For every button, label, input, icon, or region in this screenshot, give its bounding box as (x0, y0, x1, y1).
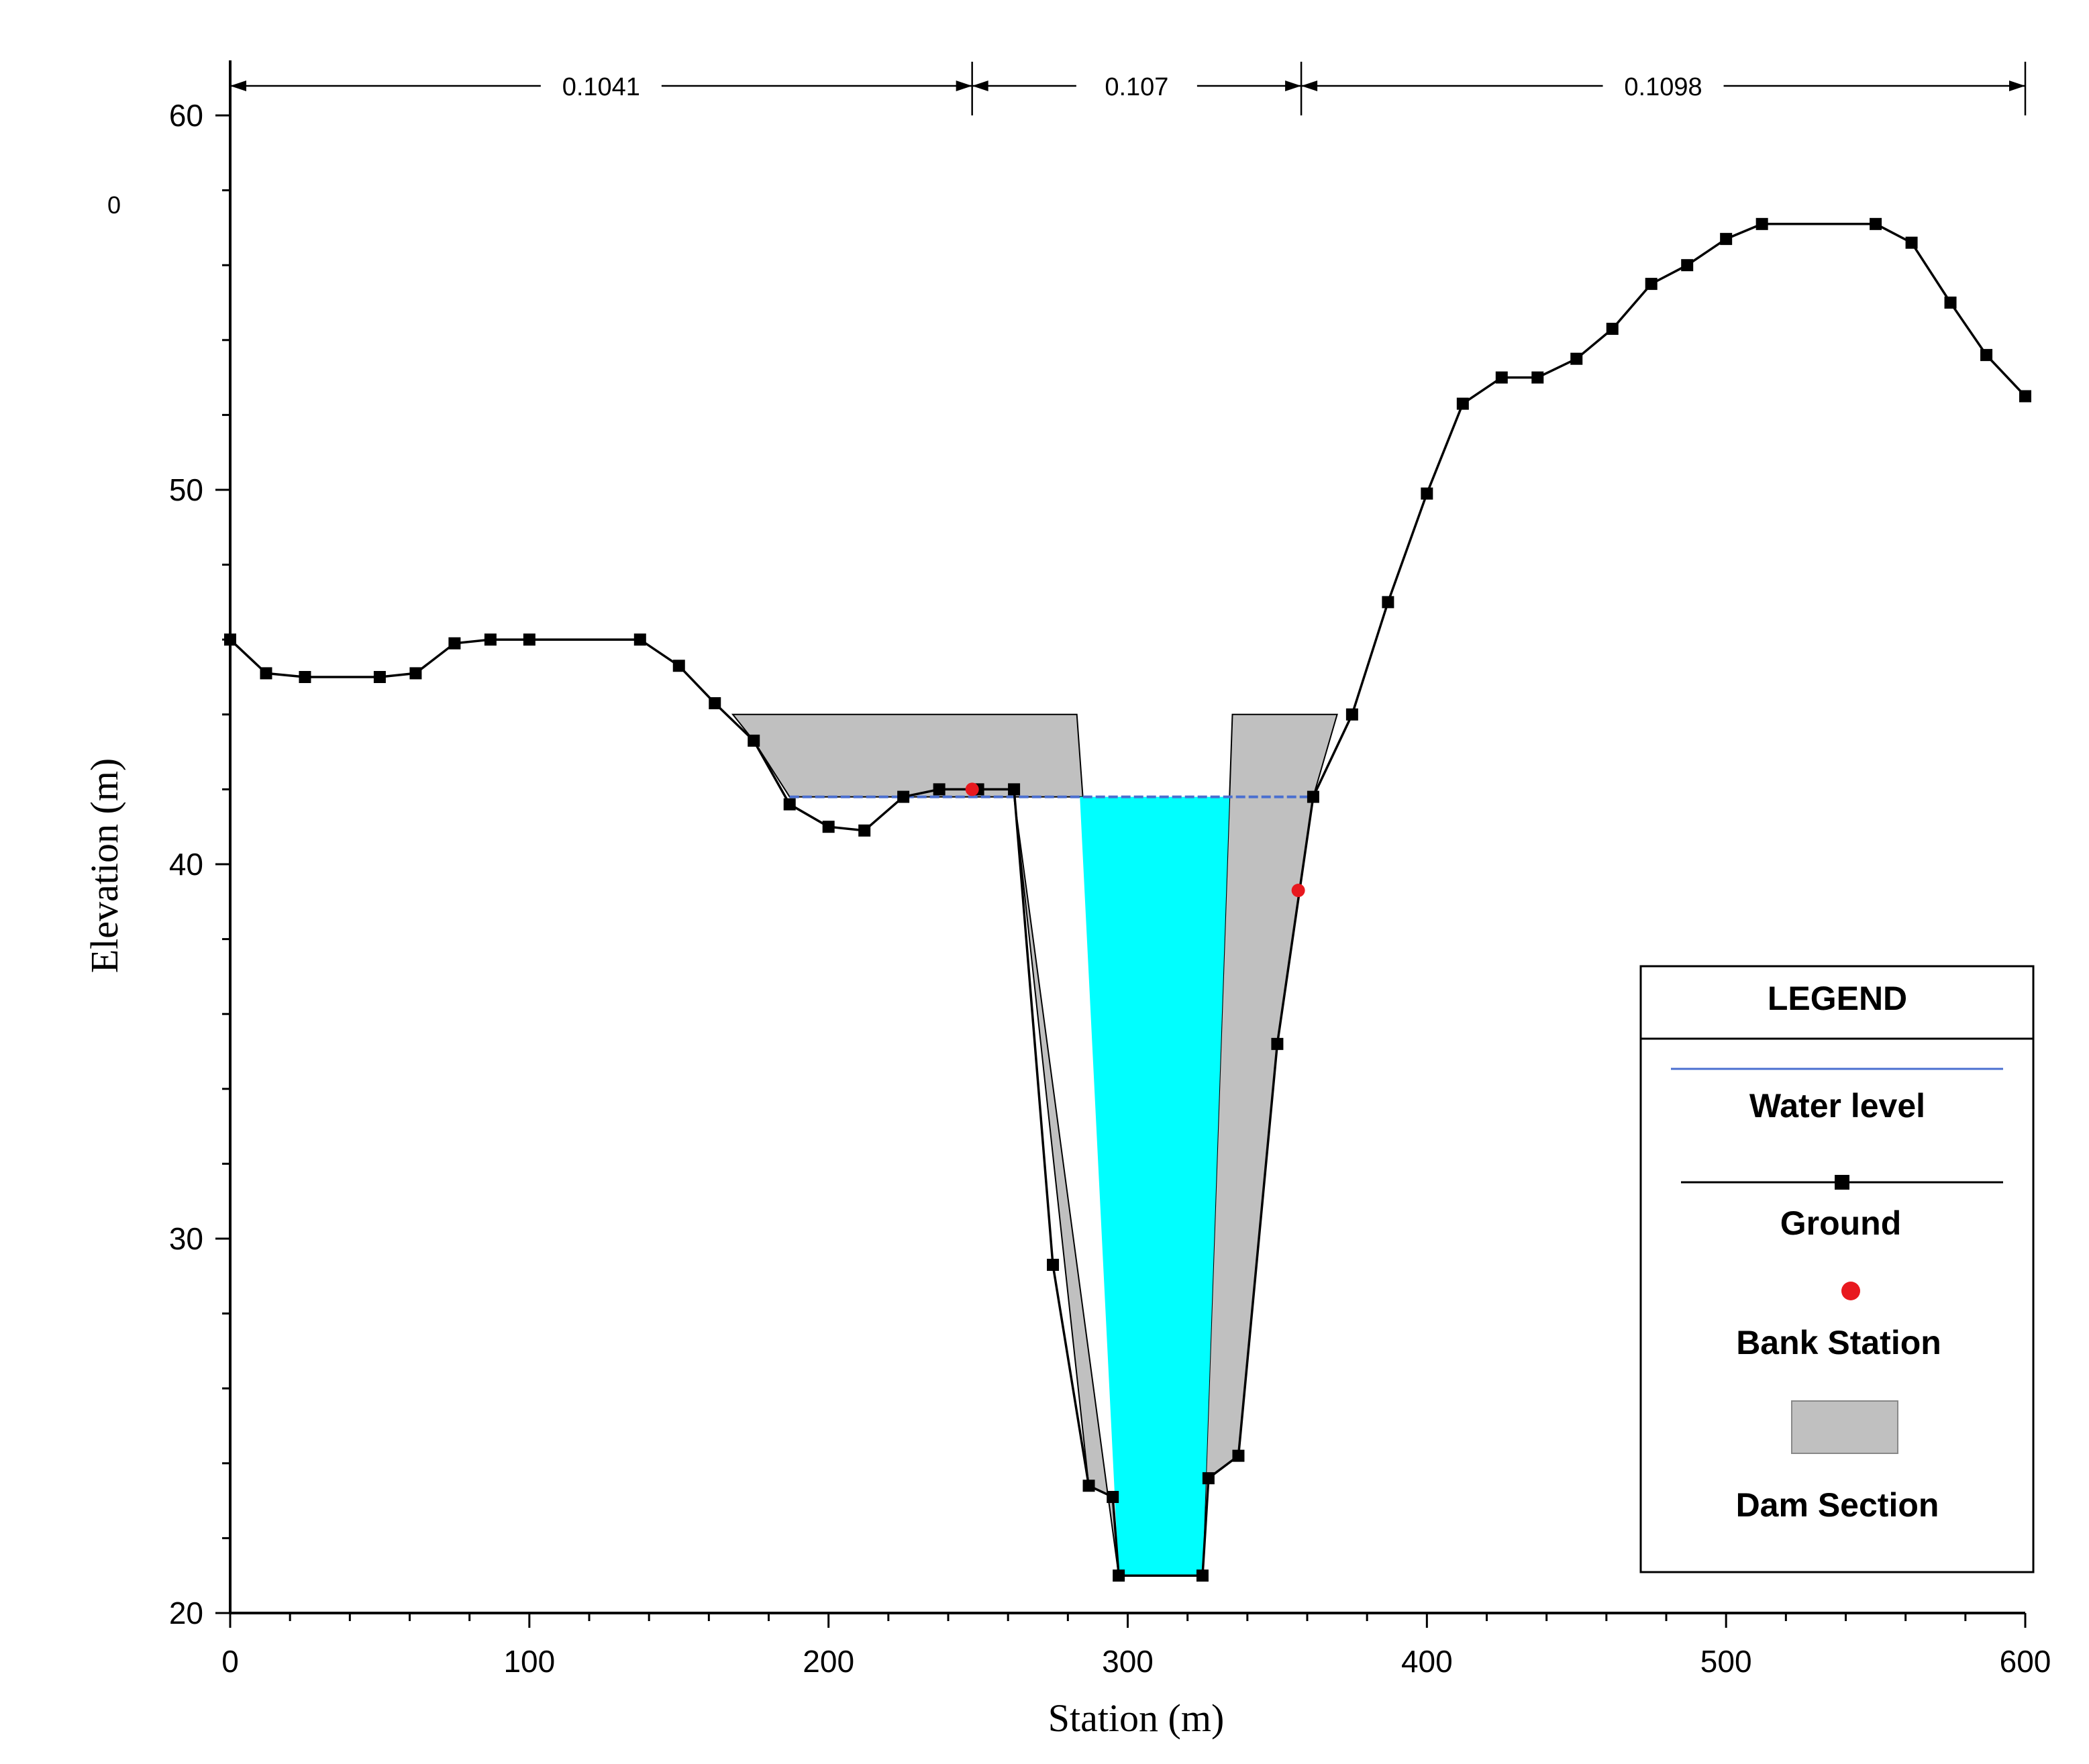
n-value-label: 0.1098 (1624, 73, 1702, 101)
ground-point (2019, 390, 2031, 403)
legend-bank-station-marker (1841, 1282, 1860, 1300)
ground-point (1196, 1569, 1209, 1582)
legend-dam-section-swatch (1791, 1400, 1898, 1454)
y-tick-label: 50 (169, 472, 203, 507)
y-tick-label: 40 (169, 847, 203, 882)
ground-point (373, 671, 386, 683)
ground-point (1113, 1569, 1125, 1582)
x-tick-label: 200 (803, 1644, 854, 1679)
ground-point (933, 783, 946, 796)
y-tick-label: 20 (169, 1596, 203, 1630)
n-value-label: 0.107 (1105, 73, 1168, 101)
n-arrow-left (972, 81, 988, 91)
ground-point (1008, 783, 1021, 796)
ground-series (224, 217, 2031, 1582)
legend-dam-section-label: Dam Section (1736, 1486, 1939, 1524)
ground-point (1980, 349, 1993, 362)
legend-water-level-label: Water level (1749, 1087, 1925, 1125)
ground-point (1681, 259, 1694, 272)
ground-point (858, 824, 871, 837)
ground-point (1905, 236, 1918, 249)
ground-point (1531, 371, 1544, 384)
n-arrow-right (1285, 81, 1302, 91)
ground-point (1421, 487, 1433, 500)
x-tick-label: 500 (1700, 1644, 1752, 1679)
x-tick-label: 400 (1401, 1644, 1453, 1679)
legend-bank-station-label: Bank Station (1736, 1324, 1941, 1361)
ground-point (409, 667, 422, 680)
ground-point (1870, 217, 1882, 230)
y-tick-label: 30 (169, 1221, 203, 1256)
ground-point (1232, 1449, 1245, 1462)
y-axis-title: Elevation (m) (83, 758, 126, 974)
ground-point (748, 734, 760, 747)
legend-title: LEGEND (1768, 980, 1907, 1017)
ground-point (709, 697, 721, 710)
n-value-label: 0.1041 (562, 73, 640, 101)
bank-station-point (965, 782, 979, 796)
x-tick-label: 600 (2000, 1644, 2051, 1679)
legend-ground-label: Ground (1780, 1204, 1902, 1242)
x-tick-label: 100 (503, 1644, 555, 1679)
mannings-n-dimensions: 0.1041 0.107 0.1098 (229, 62, 2027, 115)
ground-point (299, 671, 311, 683)
ground-point (484, 633, 497, 646)
ground-point (1720, 233, 1733, 246)
ground-point (1382, 596, 1394, 609)
ground-point (448, 637, 461, 650)
n-arrow-left (230, 81, 246, 91)
water-section-fill (1080, 796, 1230, 1576)
ground-point (1082, 1480, 1095, 1492)
n-arrow-right (956, 81, 972, 91)
ground-point (1047, 1259, 1060, 1272)
ground-point (1606, 323, 1619, 335)
water-section-polygon (1080, 796, 1230, 1576)
ground-point (1271, 1037, 1284, 1050)
corner-label: 0 (107, 191, 121, 219)
ground-point (1107, 1491, 1119, 1504)
bank-stations (965, 782, 1305, 898)
ground-point (260, 667, 272, 680)
dam-section-fill (731, 713, 1338, 1576)
ground-point (1345, 708, 1358, 721)
ground-point (822, 821, 835, 833)
ground-point (1944, 297, 1957, 309)
ground-point (1755, 217, 1768, 230)
legend-ground-marker (1835, 1175, 1849, 1190)
x-tick-label: 0 (221, 1644, 239, 1679)
n-arrow-right (2009, 81, 2025, 91)
dam-section-polygon-0 (731, 713, 1120, 1576)
ground-point (1307, 790, 1319, 803)
n-arrow-left (1301, 81, 1318, 91)
ground-point (672, 660, 685, 672)
x-tick-label: 300 (1102, 1644, 1154, 1679)
ground-point (1456, 397, 1469, 410)
ground-point (1495, 371, 1508, 384)
bank-station-point (1291, 884, 1305, 898)
ground-point (897, 790, 910, 803)
ground-point (523, 633, 536, 646)
ground-point (633, 633, 646, 646)
x-axis-title: Station (m) (1048, 1696, 1225, 1740)
ground-point (1202, 1472, 1215, 1485)
legend: LEGEND Water level Ground Bank Station D… (1639, 965, 2035, 1573)
ground-point (1645, 278, 1658, 291)
ground-point (783, 798, 796, 811)
y-tick-label: 60 (169, 98, 203, 133)
legend-box (1639, 965, 2035, 1573)
ground-point (1570, 352, 1583, 365)
